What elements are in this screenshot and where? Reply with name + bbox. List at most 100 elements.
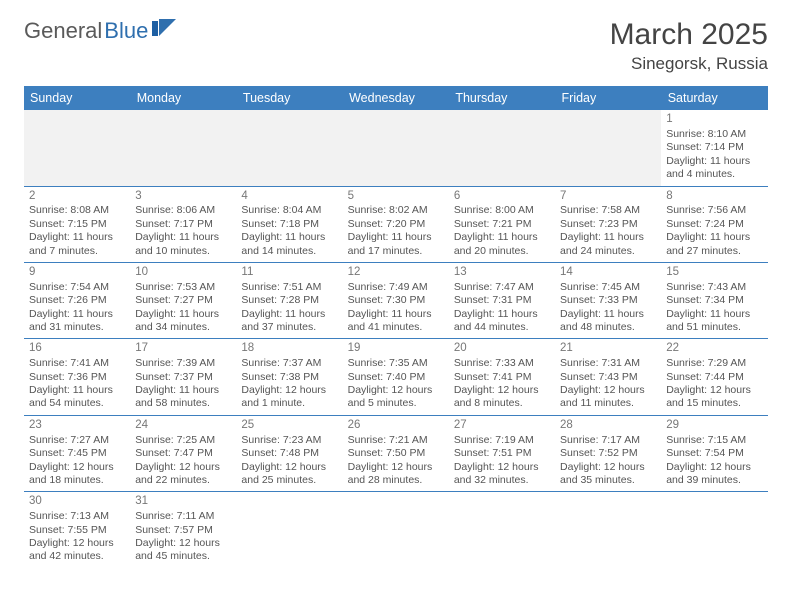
sunset-text: Sunset: 7:18 PM: [241, 218, 337, 231]
daylight-text: and 5 minutes.: [348, 397, 444, 410]
day-number: 17: [135, 341, 231, 356]
day-cell: 17Sunrise: 7:39 AMSunset: 7:37 PMDayligh…: [130, 339, 236, 415]
daylight-text: Daylight: 11 hours: [135, 308, 231, 321]
day-number: 11: [241, 265, 337, 280]
day-header: Wednesday: [343, 86, 449, 110]
day-cell: 31Sunrise: 7:11 AMSunset: 7:57 PMDayligh…: [130, 492, 236, 568]
daylight-text: Daylight: 12 hours: [241, 384, 337, 397]
sunrise-text: Sunrise: 7:54 AM: [29, 281, 125, 294]
sunset-text: Sunset: 7:48 PM: [241, 447, 337, 460]
daylight-text: and 58 minutes.: [135, 397, 231, 410]
sunrise-text: Sunrise: 8:08 AM: [29, 204, 125, 217]
week-row: 2Sunrise: 8:08 AMSunset: 7:15 PMDaylight…: [24, 186, 768, 262]
day-cell: 13Sunrise: 7:47 AMSunset: 7:31 PMDayligh…: [449, 262, 555, 338]
daylight-text: Daylight: 12 hours: [135, 461, 231, 474]
day-cell: 29Sunrise: 7:15 AMSunset: 7:54 PMDayligh…: [661, 415, 767, 491]
brand-logo: GeneralBlue: [24, 18, 178, 44]
day-cell: [343, 492, 449, 568]
week-row: 30Sunrise: 7:13 AMSunset: 7:55 PMDayligh…: [24, 492, 768, 568]
daylight-text: Daylight: 12 hours: [454, 384, 550, 397]
day-header: Thursday: [449, 86, 555, 110]
day-number: 9: [29, 265, 125, 280]
daylight-text: Daylight: 11 hours: [135, 231, 231, 244]
daylight-text: Daylight: 11 hours: [348, 308, 444, 321]
sunset-text: Sunset: 7:55 PM: [29, 524, 125, 537]
sunrise-text: Sunrise: 7:43 AM: [666, 281, 762, 294]
day-cell: [130, 110, 236, 186]
sunset-text: Sunset: 7:33 PM: [560, 294, 656, 307]
daylight-text: Daylight: 11 hours: [560, 308, 656, 321]
daylight-text: and 32 minutes.: [454, 474, 550, 487]
day-cell: [555, 110, 661, 186]
day-number: 29: [666, 418, 762, 433]
daylight-text: and 20 minutes.: [454, 245, 550, 258]
day-cell: 12Sunrise: 7:49 AMSunset: 7:30 PMDayligh…: [343, 262, 449, 338]
day-number: 30: [29, 494, 125, 509]
calendar-table: Sunday Monday Tuesday Wednesday Thursday…: [24, 86, 768, 568]
day-header: Monday: [130, 86, 236, 110]
daylight-text: Daylight: 11 hours: [454, 308, 550, 321]
daylight-text: Daylight: 11 hours: [29, 384, 125, 397]
day-number: 3: [135, 189, 231, 204]
day-cell: 18Sunrise: 7:37 AMSunset: 7:38 PMDayligh…: [236, 339, 342, 415]
sunset-text: Sunset: 7:50 PM: [348, 447, 444, 460]
sunrise-text: Sunrise: 8:00 AM: [454, 204, 550, 217]
day-cell: 21Sunrise: 7:31 AMSunset: 7:43 PMDayligh…: [555, 339, 661, 415]
day-number: 1: [666, 112, 762, 127]
daylight-text: and 18 minutes.: [29, 474, 125, 487]
daylight-text: and 37 minutes.: [241, 321, 337, 334]
daylight-text: and 15 minutes.: [666, 397, 762, 410]
sunset-text: Sunset: 7:51 PM: [454, 447, 550, 460]
day-number: 12: [348, 265, 444, 280]
sunrise-text: Sunrise: 7:41 AM: [29, 357, 125, 370]
sunrise-text: Sunrise: 8:10 AM: [666, 128, 762, 141]
day-header: Friday: [555, 86, 661, 110]
day-cell: [343, 110, 449, 186]
daylight-text: and 8 minutes.: [454, 397, 550, 410]
day-cell: 26Sunrise: 7:21 AMSunset: 7:50 PMDayligh…: [343, 415, 449, 491]
sunrise-text: Sunrise: 7:33 AM: [454, 357, 550, 370]
daylight-text: Daylight: 11 hours: [666, 231, 762, 244]
day-cell: 27Sunrise: 7:19 AMSunset: 7:51 PMDayligh…: [449, 415, 555, 491]
sunset-text: Sunset: 7:38 PM: [241, 371, 337, 384]
day-cell: 9Sunrise: 7:54 AMSunset: 7:26 PMDaylight…: [24, 262, 130, 338]
daylight-text: and 54 minutes.: [29, 397, 125, 410]
sunset-text: Sunset: 7:24 PM: [666, 218, 762, 231]
sunrise-text: Sunrise: 7:56 AM: [666, 204, 762, 217]
daylight-text: Daylight: 11 hours: [666, 308, 762, 321]
day-number: 16: [29, 341, 125, 356]
daylight-text: Daylight: 12 hours: [29, 461, 125, 474]
daylight-text: and 24 minutes.: [560, 245, 656, 258]
daylight-text: and 35 minutes.: [560, 474, 656, 487]
sunrise-text: Sunrise: 7:15 AM: [666, 434, 762, 447]
sunset-text: Sunset: 7:37 PM: [135, 371, 231, 384]
daylight-text: Daylight: 12 hours: [348, 461, 444, 474]
day-number: 22: [666, 341, 762, 356]
day-cell: 4Sunrise: 8:04 AMSunset: 7:18 PMDaylight…: [236, 186, 342, 262]
daylight-text: and 7 minutes.: [29, 245, 125, 258]
brand-part1: General: [24, 18, 102, 44]
sunset-text: Sunset: 7:23 PM: [560, 218, 656, 231]
daylight-text: Daylight: 11 hours: [29, 308, 125, 321]
daylight-text: Daylight: 12 hours: [454, 461, 550, 474]
day-number: 23: [29, 418, 125, 433]
sunrise-text: Sunrise: 7:27 AM: [29, 434, 125, 447]
daylight-text: Daylight: 11 hours: [454, 231, 550, 244]
day-number: 10: [135, 265, 231, 280]
sunrise-text: Sunrise: 7:25 AM: [135, 434, 231, 447]
daylight-text: Daylight: 11 hours: [348, 231, 444, 244]
week-row: 1Sunrise: 8:10 AMSunset: 7:14 PMDaylight…: [24, 110, 768, 186]
sunset-text: Sunset: 7:47 PM: [135, 447, 231, 460]
daylight-text: Daylight: 12 hours: [560, 384, 656, 397]
day-cell: 25Sunrise: 7:23 AMSunset: 7:48 PMDayligh…: [236, 415, 342, 491]
sunrise-text: Sunrise: 7:49 AM: [348, 281, 444, 294]
week-row: 16Sunrise: 7:41 AMSunset: 7:36 PMDayligh…: [24, 339, 768, 415]
day-cell: 10Sunrise: 7:53 AMSunset: 7:27 PMDayligh…: [130, 262, 236, 338]
daylight-text: Daylight: 11 hours: [29, 231, 125, 244]
day-cell: 5Sunrise: 8:02 AMSunset: 7:20 PMDaylight…: [343, 186, 449, 262]
day-cell: 22Sunrise: 7:29 AMSunset: 7:44 PMDayligh…: [661, 339, 767, 415]
day-number: 6: [454, 189, 550, 204]
daylight-text: Daylight: 12 hours: [666, 384, 762, 397]
daylight-text: Daylight: 11 hours: [135, 384, 231, 397]
sunset-text: Sunset: 7:17 PM: [135, 218, 231, 231]
